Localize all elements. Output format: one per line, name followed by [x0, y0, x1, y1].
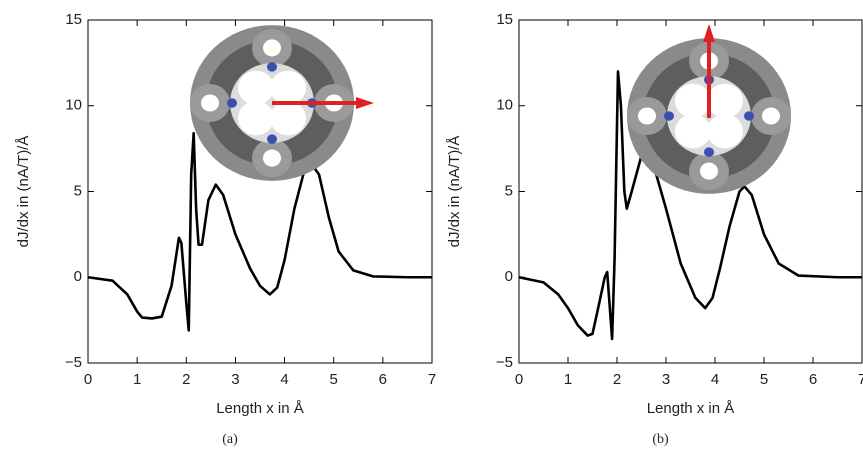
y-tick-label: −5 [496, 354, 513, 371]
x-tick-label: 5 [330, 371, 338, 388]
y-tick-label: −5 [65, 354, 82, 371]
molecule-inset [190, 25, 374, 181]
y-tick-label: 0 [505, 268, 513, 285]
x-axis-label: Length x in Å [216, 400, 304, 417]
y-tick-label: 5 [505, 182, 513, 199]
y-tick-label: 5 [74, 182, 82, 199]
caption: (a) [222, 432, 238, 447]
x-tick-label: 5 [760, 371, 768, 388]
x-tick-label: 1 [133, 371, 141, 388]
x-axis-label: Length x in Å [647, 400, 735, 417]
x-tick-label: 7 [428, 371, 436, 388]
y-tick-label: 15 [496, 11, 513, 28]
y-axis-label: dJ/dx in (nA/T)/Å [15, 136, 32, 248]
caption: (b) [652, 432, 669, 447]
y-tick-label: 0 [74, 268, 82, 285]
y-tick-label: 15 [65, 11, 82, 28]
x-tick-label: 1 [564, 371, 572, 388]
y-tick-label: 10 [496, 97, 513, 114]
x-tick-label: 4 [711, 371, 719, 388]
molecule-inset [627, 24, 791, 194]
x-tick-label: 7 [858, 371, 863, 388]
x-tick-label: 2 [182, 371, 190, 388]
x-tick-label: 6 [379, 371, 387, 388]
x-tick-label: 3 [231, 371, 239, 388]
x-tick-label: 4 [280, 371, 288, 388]
data-line [87, 131, 432, 332]
x-tick-label: 2 [613, 371, 621, 388]
x-tick-label: 0 [515, 371, 523, 388]
x-tick-label: 6 [809, 371, 817, 388]
y-tick-label: 10 [65, 97, 82, 114]
x-tick-label: 0 [84, 371, 92, 388]
y-axis-label: dJ/dx in (nA/T)/Å [446, 136, 463, 248]
x-tick-label: 3 [662, 371, 670, 388]
